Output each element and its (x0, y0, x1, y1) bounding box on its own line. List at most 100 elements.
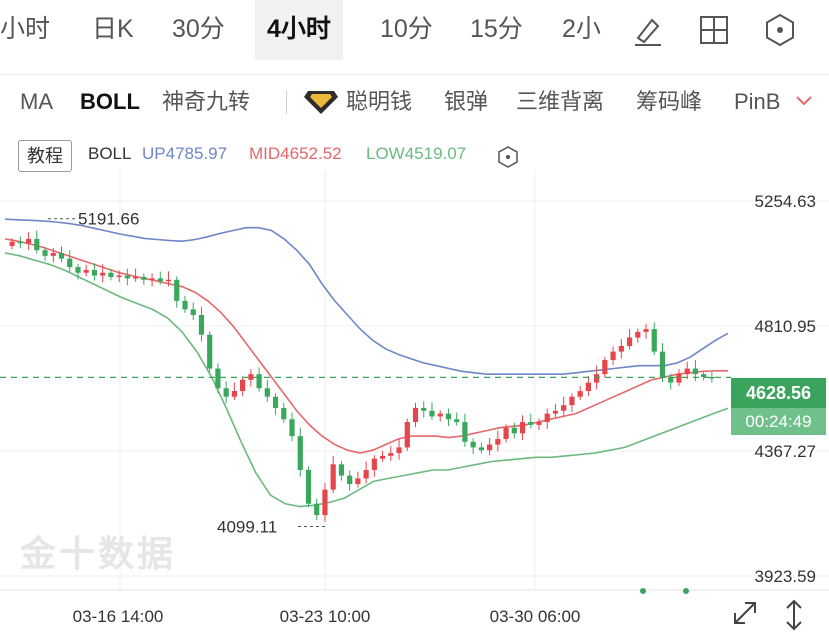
tab-1h[interactable]: 小时 (0, 15, 51, 43)
candle-body (174, 279, 180, 301)
layout-grid-icon[interactable] (696, 12, 732, 48)
candle-body (429, 410, 435, 417)
price-label: 4367.27 (755, 442, 816, 461)
candle-body (594, 374, 600, 383)
candle-body (75, 267, 81, 273)
candle-body (42, 250, 48, 256)
tab-2h[interactable]: 2小 (562, 15, 601, 43)
extreme-markers: 5191.66 4099.11 (48, 210, 328, 537)
candle-body (412, 407, 419, 423)
candle-body (240, 379, 246, 392)
diamond-vip-icon (304, 91, 338, 114)
candle-body (9, 241, 15, 246)
candle-body (561, 405, 567, 411)
candle-body (83, 269, 89, 273)
candle-body (149, 278, 155, 280)
indicator-bar: MA BOLL 神奇九转 聪明钱 银弹 三维背离 筹码峰 PinB (0, 74, 829, 127)
indicator-3d-divergence[interactable]: 三维背离 (516, 89, 605, 114)
candle-body (445, 413, 452, 420)
candle-body (454, 419, 460, 423)
candle-body (470, 441, 476, 448)
indicator-magic-nine[interactable]: 神奇九转 (162, 89, 251, 114)
tab-4h[interactable]: 4小时 (255, 0, 343, 60)
draw-tool-icon[interactable] (630, 12, 666, 48)
candle-body (165, 279, 172, 282)
candle-body (25, 238, 32, 244)
candlestick-chart[interactable]: 5191.66 4099.11 5254.63 4810.95 4367.27 3923… (0, 170, 829, 635)
legend-up: UP4785.97 (142, 144, 228, 163)
indicator-silver-bullet[interactable]: 银弹 (444, 89, 489, 114)
candle-body (116, 275, 122, 278)
candle-body (478, 447, 484, 451)
candle-body (552, 410, 559, 414)
settings-hex-icon[interactable] (762, 12, 798, 48)
candle-body (355, 478, 361, 485)
candle-body (421, 407, 427, 411)
indicator-pinbar[interactable]: PinB (734, 89, 781, 114)
tab-10min[interactable]: 10分 (380, 15, 433, 43)
boll-low-line (4, 252, 729, 508)
candle-body (17, 241, 23, 244)
expand-icon[interactable] (730, 598, 760, 628)
candle-body (651, 329, 657, 352)
candle-body (569, 396, 575, 406)
candle-body (519, 422, 526, 434)
chevron-down-icon[interactable] (794, 93, 814, 109)
indicator-ma[interactable]: MA (20, 89, 53, 114)
timeframe-bar: 小时 日K 30分 4小时 10分 15分 2小 (0, 0, 829, 60)
indicator-chip-peak[interactable]: 筹码峰 (636, 89, 703, 114)
date-label: 03-23 10:00 (280, 607, 371, 626)
legend-low: LOW4519.07 (366, 144, 467, 163)
date-label: 03-16 14:00 (73, 607, 164, 626)
indicator-smart-money[interactable]: 聪明钱 (346, 89, 413, 114)
tutorial-button[interactable]: 教程 (18, 140, 72, 172)
candle-body (338, 464, 345, 476)
candle-body (289, 419, 295, 437)
event-dot (640, 588, 646, 594)
candle-body (100, 272, 106, 276)
candle-body (91, 269, 98, 276)
indicator-boll[interactable]: BOLL (80, 89, 140, 114)
candle-body (190, 309, 196, 315)
candle-body (248, 374, 254, 380)
candle-body (404, 422, 410, 448)
candle-body (305, 469, 312, 504)
candle-body (133, 276, 139, 279)
vertical-resize-icon[interactable] (783, 598, 805, 632)
candle-body (544, 413, 550, 423)
candle-body (536, 422, 542, 425)
candle-body (585, 382, 591, 392)
settings-small-icon[interactable] (498, 146, 518, 168)
candle-body (462, 422, 468, 442)
low-marker-label: 4099.11 (217, 518, 277, 537)
candle-body (231, 391, 237, 397)
candle-body (124, 275, 130, 279)
tab-30min[interactable]: 30分 (172, 15, 225, 43)
candle-body (676, 374, 682, 383)
candle-body (223, 388, 229, 397)
candle-body (264, 388, 270, 397)
divider (286, 90, 287, 114)
boll-up-line (4, 218, 729, 375)
candle-body (396, 447, 402, 454)
candle-body (182, 300, 188, 310)
tab-15min[interactable]: 15分 (470, 15, 523, 43)
tab-daily[interactable]: 日K (92, 15, 134, 43)
candle-body (635, 331, 641, 338)
candle-body (50, 253, 56, 256)
legend-name: BOLL (88, 144, 132, 163)
candle-body (626, 337, 633, 346)
candle-body (322, 489, 328, 516)
candle-body (371, 458, 377, 470)
event-dot (683, 588, 689, 594)
candle-body (314, 503, 320, 516)
boll-mid-line (4, 238, 728, 454)
candle-body (379, 455, 386, 459)
candle-body (692, 368, 699, 375)
candle-body (297, 436, 303, 470)
candle-body (659, 351, 666, 377)
candle-body (602, 360, 608, 375)
date-label: 03-30 06:00 (490, 607, 581, 626)
boll-bands (4, 218, 729, 508)
candles (9, 230, 715, 522)
